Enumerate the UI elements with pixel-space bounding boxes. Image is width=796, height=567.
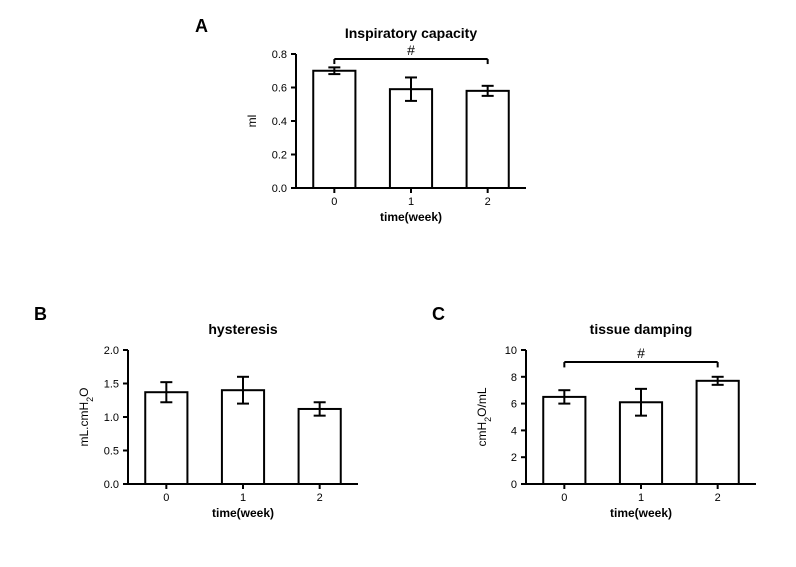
svg-text:0.6: 0.6 [272, 83, 287, 95]
svg-text:0: 0 [331, 196, 337, 208]
svg-text:#: # [407, 42, 415, 58]
svg-text:0.8: 0.8 [272, 49, 287, 61]
chart-tissue-damping: tissue damping 0 2 4 6 8 10 cmH2O/mL 0 1 2 time(wee… [468, 320, 768, 530]
svg-text:0: 0 [561, 492, 567, 504]
svg-text:6: 6 [511, 399, 517, 411]
svg-text:#: # [637, 345, 645, 361]
bar [299, 409, 341, 484]
svg-text:1: 1 [408, 196, 414, 208]
panel-label-c: C [432, 304, 445, 325]
svg-text:2: 2 [511, 452, 517, 464]
panel-label-b: B [34, 304, 47, 325]
svg-text:0.2: 0.2 [272, 150, 287, 162]
svg-text:0.0: 0.0 [272, 183, 287, 195]
svg-text:2: 2 [317, 492, 323, 504]
svg-text:10: 10 [505, 345, 517, 357]
svg-text:8: 8 [511, 372, 517, 384]
svg-text:2: 2 [715, 492, 721, 504]
svg-text:2.0: 2.0 [104, 345, 119, 357]
svg-text:time(week): time(week) [610, 506, 672, 520]
svg-text:0.0: 0.0 [104, 479, 119, 491]
svg-text:time(week): time(week) [380, 210, 442, 224]
svg-text:0.5: 0.5 [104, 446, 119, 458]
bar [313, 71, 355, 188]
svg-text:ml: ml [245, 115, 259, 128]
svg-text:hysteresis: hysteresis [208, 321, 277, 337]
bar [697, 381, 739, 484]
svg-text:time(week): time(week) [212, 506, 274, 520]
bar [390, 89, 432, 188]
svg-text:0.4: 0.4 [272, 116, 287, 128]
svg-text:2: 2 [485, 196, 491, 208]
svg-text:1.0: 1.0 [104, 412, 119, 424]
svg-text:cmH2O/mL: cmH2O/mL [475, 387, 493, 446]
svg-text:1.5: 1.5 [104, 379, 119, 391]
svg-text:1: 1 [240, 492, 246, 504]
svg-text:1: 1 [638, 492, 644, 504]
svg-text:4: 4 [511, 425, 517, 437]
chart-inspiratory-capacity: Inspiratory capacity 0.0 0.2 0.4 0.6 0.8 ml 0 1 2… [238, 24, 538, 234]
svg-text:0: 0 [163, 492, 169, 504]
svg-text:0: 0 [511, 479, 517, 491]
bar [145, 392, 187, 484]
panel-label-a: A [195, 16, 208, 37]
svg-text:tissue damping: tissue damping [590, 321, 693, 337]
chart-hysteresis: hysteresis 0.0 0.5 1.0 1.5 2.0 mL.cmH2O 0 1 2 time… [70, 320, 370, 530]
bar [467, 91, 509, 188]
bar [543, 397, 585, 484]
svg-text:mL.cmH2O: mL.cmH2O [77, 387, 95, 446]
svg-text:Inspiratory capacity: Inspiratory capacity [345, 25, 477, 41]
